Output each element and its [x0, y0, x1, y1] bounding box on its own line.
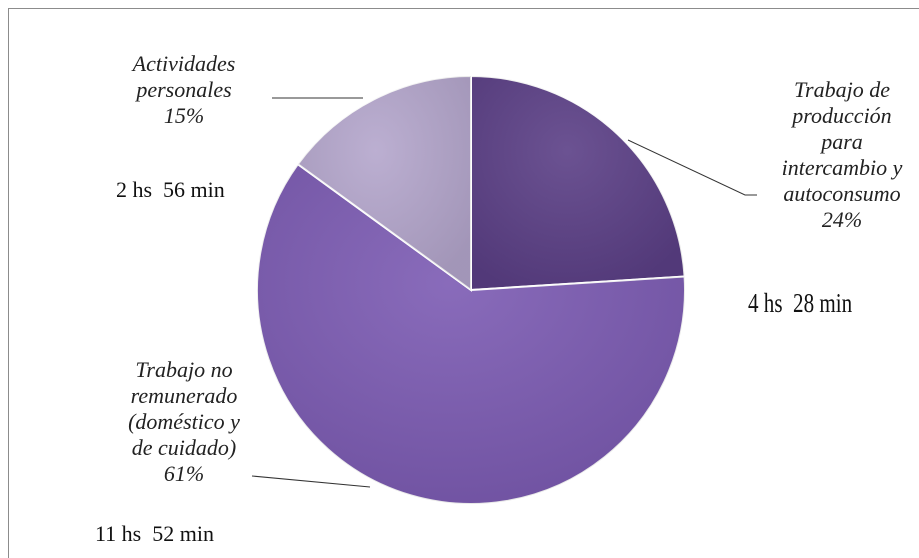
- slice-no-remunerado-shade: [257, 164, 686, 504]
- slice-time-no-remunerado: 11 hs 52 min: [95, 521, 214, 546]
- leader-line-produccion: [627, 139, 757, 196]
- slice-label-produccion: Trabajo de producción para intercambio y…: [781, 77, 903, 232]
- slice-label-no-remunerado: Trabajo no remunerado (doméstico y de cu…: [128, 357, 240, 486]
- slice-time-actividades: 2 hs 56 min: [116, 177, 225, 202]
- slice-actividades-shade: [297, 76, 471, 290]
- slice-produccion-shade: [471, 76, 685, 290]
- leader-line-no-remunerado: [251, 475, 371, 488]
- slice-time-produccion: 4 hs 28 min: [748, 288, 853, 318]
- pie-slices: [256, 74, 686, 505]
- leader-lines: [251, 97, 757, 488]
- chart-border: [8, 8, 919, 558]
- slice-label-actividades: Actividades personales 15%: [132, 51, 236, 128]
